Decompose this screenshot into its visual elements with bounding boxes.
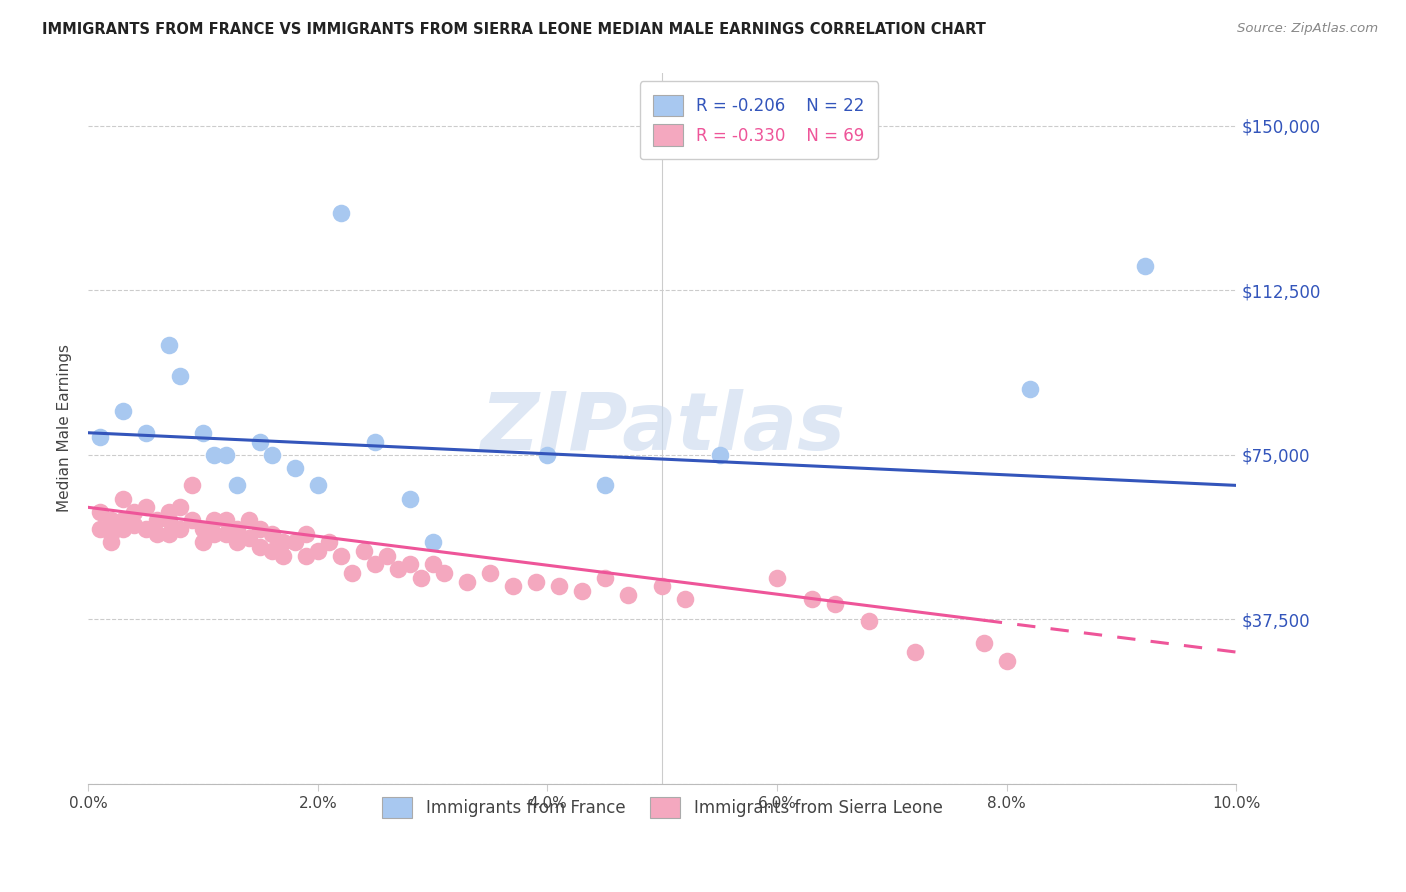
Text: Source: ZipAtlas.com: Source: ZipAtlas.com [1237, 22, 1378, 36]
Point [249, 434, 271, 449]
Point [502, 579, 524, 593]
Point [89, 522, 111, 536]
Point [342, 566, 364, 581]
Point [800, 592, 823, 607]
Point [479, 566, 502, 581]
Point [411, 570, 433, 584]
Point [260, 544, 283, 558]
Point [100, 526, 122, 541]
Point [180, 478, 202, 492]
Point [226, 478, 249, 492]
Point [536, 448, 558, 462]
Point [100, 514, 122, 528]
Point [571, 583, 593, 598]
Point [260, 526, 283, 541]
Point [135, 522, 157, 536]
Point [995, 654, 1018, 668]
Point [456, 574, 478, 589]
Point [398, 491, 420, 506]
Point [318, 535, 340, 549]
Point [284, 460, 307, 475]
Point [593, 570, 616, 584]
Point [617, 588, 640, 602]
Point [215, 526, 238, 541]
Point [1018, 382, 1040, 396]
Point [226, 522, 249, 536]
Point [1133, 259, 1156, 273]
Point [307, 544, 329, 558]
Point [157, 505, 180, 519]
Point [146, 514, 169, 528]
Point [111, 522, 134, 536]
Point [204, 514, 226, 528]
Point [89, 505, 111, 519]
Point [364, 434, 387, 449]
Point [273, 549, 295, 563]
Point [157, 514, 180, 528]
Point [215, 448, 238, 462]
Point [375, 549, 398, 563]
Point [238, 531, 260, 545]
Point [307, 478, 329, 492]
Point [858, 615, 880, 629]
Point [709, 448, 731, 462]
Point [122, 505, 145, 519]
Point [673, 592, 696, 607]
Point [111, 404, 134, 418]
Point [398, 558, 420, 572]
Point [548, 579, 571, 593]
Point [204, 448, 226, 462]
Point [422, 558, 444, 572]
Point [353, 544, 375, 558]
Point [146, 526, 169, 541]
Point [387, 562, 409, 576]
Point [191, 522, 214, 536]
Point [260, 448, 283, 462]
Point [226, 535, 249, 549]
Point [973, 636, 995, 650]
Point [295, 549, 318, 563]
Point [593, 478, 616, 492]
Point [295, 526, 318, 541]
Point [89, 430, 111, 444]
Text: IMMIGRANTS FROM FRANCE VS IMMIGRANTS FROM SIERRA LEONE MEDIAN MALE EARNINGS CORR: IMMIGRANTS FROM FRANCE VS IMMIGRANTS FRO… [42, 22, 986, 37]
Point [651, 579, 673, 593]
Point [273, 535, 295, 549]
Point [284, 535, 307, 549]
Point [180, 514, 202, 528]
Point [169, 368, 191, 383]
Point [157, 526, 180, 541]
Point [204, 526, 226, 541]
Point [904, 645, 927, 659]
Point [135, 500, 157, 515]
Point [766, 570, 789, 584]
Text: ZIPatlas: ZIPatlas [479, 389, 845, 467]
Point [111, 491, 134, 506]
Point [524, 574, 547, 589]
Point [191, 535, 214, 549]
Point [824, 597, 846, 611]
Legend: Immigrants from France, Immigrants from Sierra Leone: Immigrants from France, Immigrants from … [375, 790, 949, 825]
Point [433, 566, 456, 581]
Point [215, 514, 238, 528]
Point [364, 558, 387, 572]
Point [249, 522, 271, 536]
Point [238, 514, 260, 528]
Point [329, 549, 352, 563]
Y-axis label: Median Male Earnings: Median Male Earnings [58, 344, 72, 512]
Point [169, 500, 191, 515]
Point [169, 522, 191, 536]
Point [111, 514, 134, 528]
Point [249, 540, 271, 554]
Point [100, 535, 122, 549]
Point [157, 338, 180, 352]
Point [122, 517, 145, 532]
Point [135, 425, 157, 440]
Point [191, 425, 214, 440]
Point [422, 535, 444, 549]
Point [329, 206, 352, 220]
